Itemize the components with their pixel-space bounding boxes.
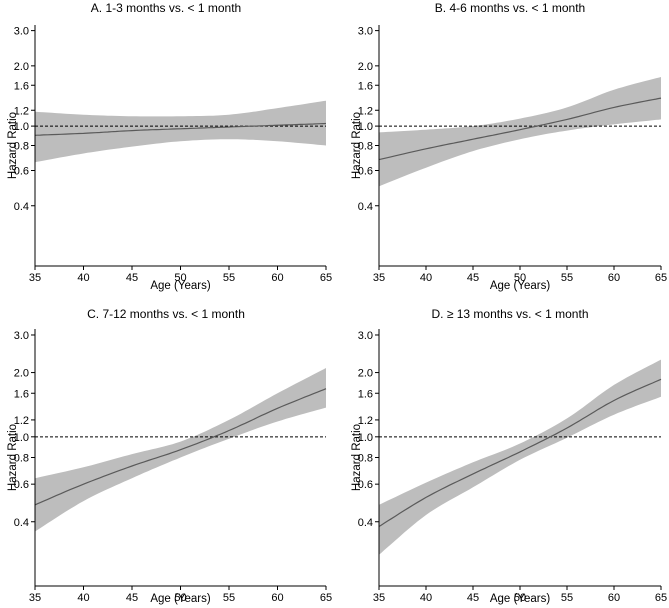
- y-tick-label: 0.8: [358, 141, 373, 153]
- y-tick-label: 3.0: [358, 330, 373, 342]
- x-tick-label: 40: [420, 272, 432, 284]
- x-tick-label: 45: [126, 592, 138, 604]
- panel-c: 0.4 0.6 0.8 1.0 1.2 1.6 2.0 3.0 35 40 45 50 55 60 65 C.…: [7, 307, 332, 605]
- x-tick-label: 55: [223, 272, 235, 284]
- x-tick-label: 60: [271, 592, 283, 604]
- x-axis-title: Age (Years): [490, 280, 550, 292]
- hazard-ratio-curve: [34, 388, 327, 506]
- y-tick-label: 0.4: [14, 201, 29, 213]
- hazard-ratio-curve: [34, 122, 327, 136]
- y-tick-label: 1.6: [358, 388, 373, 400]
- y-tick-label: 0.6: [14, 166, 29, 178]
- y-tick-label: 2.0: [358, 368, 373, 380]
- x-tick-label: 60: [608, 272, 620, 284]
- x-tick-label: 50: [514, 592, 526, 604]
- x-tick-label: 65: [655, 592, 667, 604]
- panel-title: C. 7-12 months vs. < 1 month: [87, 307, 245, 321]
- x-tick-label: 45: [126, 272, 138, 284]
- x-tick-label: 40: [77, 592, 89, 604]
- y-tick-label: 3.0: [14, 330, 29, 342]
- y-tick-label: 0.6: [14, 479, 29, 491]
- panel-d: 0.4 0.6 0.8 1.0 1.2 1.6 2.0 3.0 35 40 45 50 55 60 65 D.…: [351, 307, 667, 605]
- panel-title: D. ≥ 13 months vs. < 1 month: [432, 307, 589, 321]
- hazard-ratio-curve: [378, 378, 662, 528]
- x-tick-label: 65: [320, 592, 332, 604]
- y-tick-label: 1.2: [358, 105, 373, 117]
- x-tick-label: 45: [467, 272, 479, 284]
- y-tick-label: 1.0: [14, 432, 29, 444]
- x-tick-label: 35: [373, 272, 385, 284]
- panel-a: 0.4 0.6 0.8 1.0 1.2 1.6 2.0 3.0 35 40 45 50 55 60 65 A.…: [7, 1, 332, 292]
- y-tick-label: 1.2: [14, 105, 29, 117]
- x-tick-label: 55: [561, 272, 573, 284]
- y-tick-label: 2.0: [358, 61, 373, 73]
- y-tick-label: 0.8: [14, 141, 29, 153]
- y-axis-title: Hazard Ratio: [351, 112, 363, 179]
- x-tick-label: 55: [561, 592, 573, 604]
- x-tick-label: 60: [608, 592, 620, 604]
- y-tick-label: 0.4: [358, 517, 373, 529]
- x-tick-label: 45: [467, 592, 479, 604]
- y-tick-label: 0.8: [358, 453, 373, 465]
- y-axis-title: Hazard Ratio: [351, 424, 363, 491]
- confidence-band: [35, 100, 326, 163]
- x-tick-label: 55: [223, 592, 235, 604]
- y-tick-label: 1.6: [358, 80, 373, 92]
- y-tick-label: 0.4: [358, 201, 373, 213]
- panel-b: 0.4 0.6 0.8 1.0 1.2 1.6 2.0 3.0 35 40 45 50 55 60 65 B.…: [351, 1, 667, 292]
- y-tick-label: 0.6: [358, 166, 373, 178]
- y-tick-label: 1.6: [14, 388, 29, 400]
- y-tick-label: 0.8: [14, 453, 29, 465]
- y-tick-label: 1.6: [14, 80, 29, 92]
- y-tick-label: 3.0: [14, 26, 29, 38]
- confidence-band: [379, 77, 661, 187]
- x-tick-label: 35: [29, 592, 41, 604]
- x-axis-title: Age (Years): [490, 593, 550, 605]
- x-tick-label: 65: [320, 272, 332, 284]
- hazard-ratio-curve: [378, 97, 662, 161]
- panel-title: B. 4-6 months vs. < 1 month: [435, 1, 585, 15]
- y-axis-title: Hazard Ratio: [7, 424, 19, 491]
- y-tick-label: 3.0: [358, 26, 373, 38]
- x-tick-label: 60: [271, 272, 283, 284]
- panel-title: A. 1-3 months vs. < 1 month: [91, 1, 241, 15]
- y-tick-label: 1.0: [14, 121, 29, 133]
- x-tick-label: 50: [514, 272, 526, 284]
- confidence-band: [379, 359, 661, 555]
- y-tick-label: 1.2: [358, 415, 373, 427]
- x-tick-label: 40: [77, 272, 89, 284]
- y-tick-label: 1.2: [14, 415, 29, 427]
- x-tick-label: 50: [174, 272, 186, 284]
- x-tick-label: 40: [420, 592, 432, 604]
- x-tick-label: 35: [29, 272, 41, 284]
- x-tick-label: 65: [655, 272, 667, 284]
- x-axis-title: Age (Years): [150, 593, 210, 605]
- y-tick-label: 0.4: [14, 517, 29, 529]
- x-axis-title: Age (Years): [150, 280, 210, 292]
- y-tick-label: 2.0: [14, 61, 29, 73]
- y-tick-label: 1.0: [358, 121, 373, 133]
- x-tick-label: 35: [373, 592, 385, 604]
- y-tick-label: 0.6: [358, 479, 373, 491]
- y-axis-title: Hazard Ratio: [7, 112, 19, 179]
- x-tick-label: 50: [174, 592, 186, 604]
- y-tick-label: 1.0: [358, 432, 373, 444]
- y-tick-label: 2.0: [14, 368, 29, 380]
